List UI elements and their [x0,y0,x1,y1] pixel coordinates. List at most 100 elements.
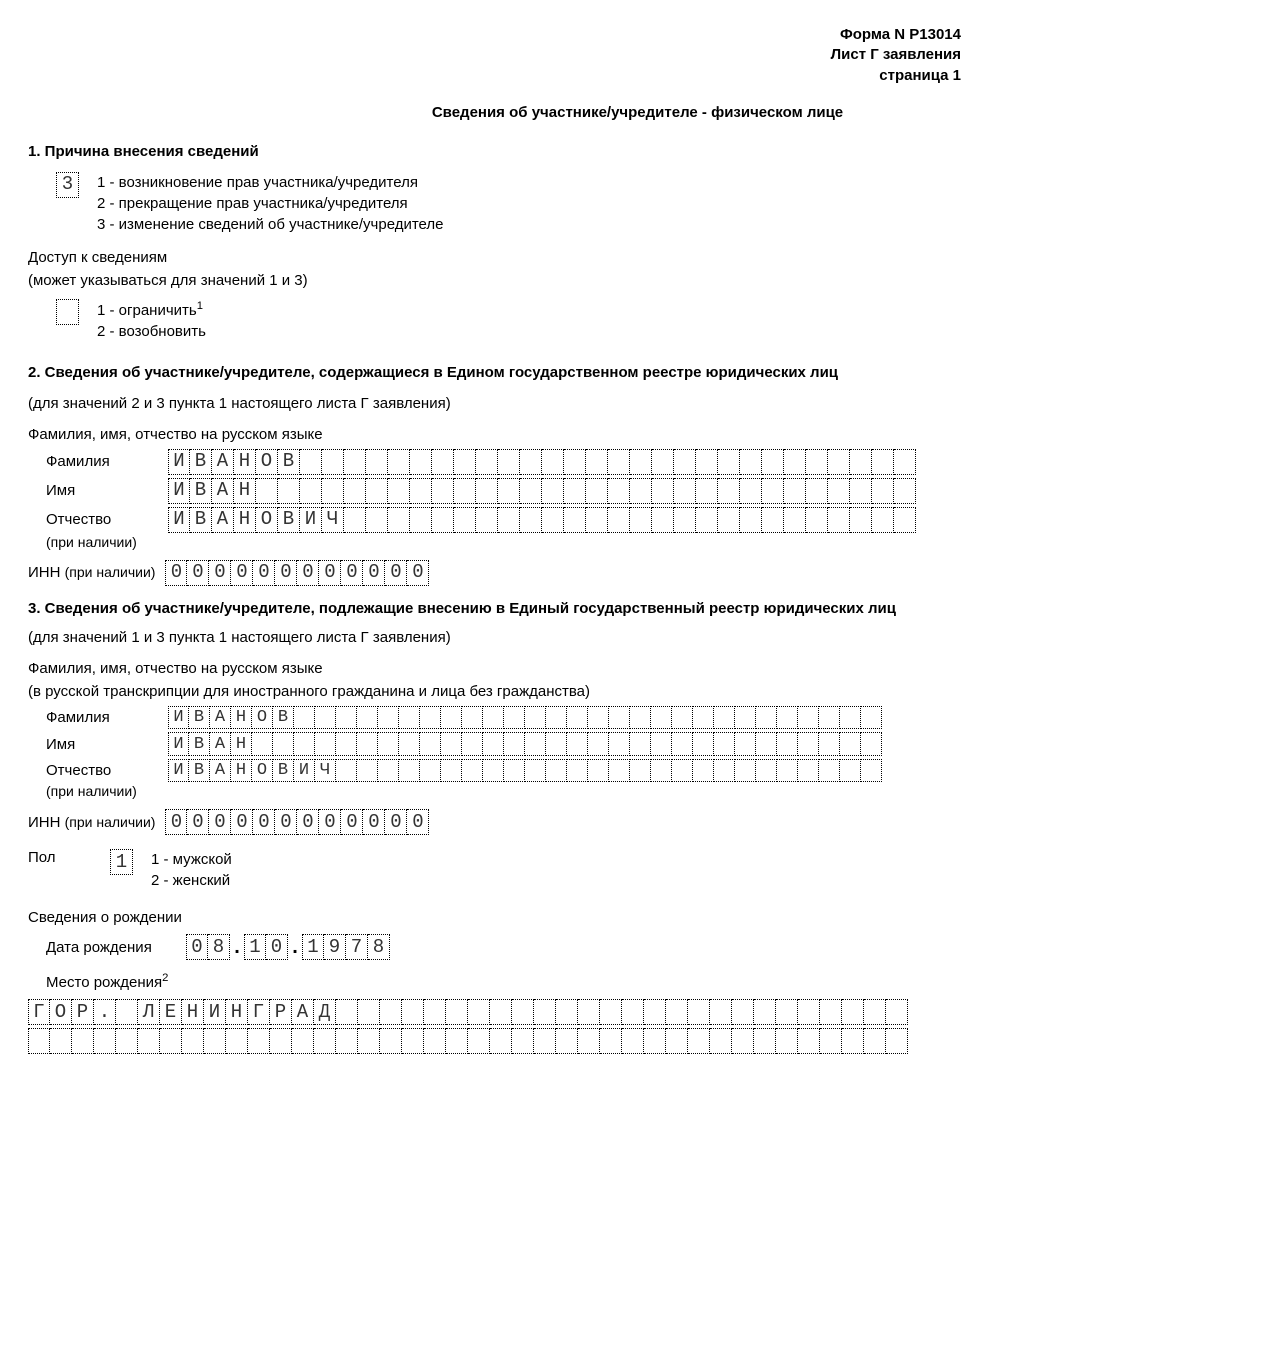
char-cell [116,1028,138,1054]
char-cell [564,507,586,533]
char-cell [672,706,693,730]
char-cell [357,706,378,730]
char-cell [651,732,672,756]
char-cell [388,507,410,533]
dob-month-cells[interactable]: 10 [244,934,288,960]
char-cell: И [168,449,190,475]
char-cell [410,507,432,533]
char-cell [410,478,432,504]
char-cell [798,706,819,730]
char-cell: И [204,999,226,1025]
char-cell: 0 [297,560,319,586]
char-cell [608,507,630,533]
char-cell: Ч [315,759,336,783]
char-cell [644,999,666,1025]
gender-code-cell[interactable]: 1 [110,849,133,875]
char-cell [622,999,644,1025]
char-cell [672,759,693,783]
char-cell [278,478,300,504]
s2-name-cells[interactable]: ИВАН [168,478,916,504]
char-cell [476,507,498,533]
birth-heading: Сведения о рождении [28,909,1247,926]
char-cell [542,449,564,475]
char-cell [399,732,420,756]
char-cell [674,449,696,475]
char-cell [378,706,399,730]
char-cell: Д [314,999,336,1025]
char-cell [72,1028,94,1054]
section2-note: (для значений 2 и 3 пункта 1 настоящего … [28,395,1247,412]
char-cell [567,732,588,756]
char-cell: 0 [341,560,363,586]
char-cell: А [210,706,231,730]
s3-inn-label: ИНН (при наличии) [28,814,155,831]
char-cell [292,1028,314,1054]
char-cell [806,449,828,475]
char-cell [344,478,366,504]
dob-day-cells[interactable]: 08 [186,934,230,960]
dob-year-cells[interactable]: 1978 [302,934,390,960]
char-cell [564,449,586,475]
char-cell [651,759,672,783]
section1-heading: 1. Причина внесения сведений [28,143,1247,160]
char-cell [798,999,820,1025]
char-cell [454,507,476,533]
char-cell [498,478,520,504]
char-cell [402,999,424,1025]
char-cell [762,478,784,504]
char-cell [894,449,916,475]
char-cell [630,759,651,783]
char-cell: О [256,507,278,533]
char-cell [270,1028,292,1054]
char-cell: Р [270,999,292,1025]
char-cell: В [190,449,212,475]
char-cell [777,759,798,783]
access-code-cell[interactable] [56,299,79,325]
char-cell [462,759,483,783]
char-cell [872,507,894,533]
char-cell [504,759,525,783]
s2-surname-label: Фамилия [46,453,168,470]
char-cell: 0 [297,809,319,835]
char-cell [718,478,740,504]
char-cell [718,507,740,533]
s3-surname-row: Фамилия ИВАНОВ [46,706,1247,730]
char-cell [380,1028,402,1054]
s2-patronymic-cells[interactable]: ИВАНОВИЧ [168,507,916,533]
access-legend-1-text: 1 - ограничить [97,302,197,319]
char-cell: И [168,507,190,533]
char-cell [688,999,710,1025]
char-cell: Г [248,999,270,1025]
char-cell [498,507,520,533]
char-cell [446,1028,468,1054]
s2-surname-cells[interactable]: ИВАНОВ [168,449,916,475]
s2-inn-cells[interactable]: 000000000000 [165,560,429,586]
pob-line2-cells[interactable] [28,1028,908,1054]
char-cell [652,507,674,533]
char-cell [609,706,630,730]
s3-patronymic-cells[interactable]: ИВАНОВИЧ [168,759,882,783]
char-cell [534,999,556,1025]
char-cell: И [300,507,322,533]
char-cell: 0 [186,934,208,960]
char-cell [842,1028,864,1054]
char-cell: В [189,759,210,783]
char-cell [776,999,798,1025]
reason-code-cell[interactable]: 3 [56,172,79,198]
s3-patronymic-sub: (при наличии) [46,783,168,799]
char-cell [693,759,714,783]
char-cell [714,732,735,756]
char-cell [652,478,674,504]
char-cell: И [168,732,189,756]
s3-name-label: Имя [46,736,168,753]
char-cell: 0 [407,809,429,835]
char-cell [498,449,520,475]
char-cell [399,759,420,783]
s3-name-row: Имя ИВАН [46,732,1247,756]
pob-line1-cells[interactable]: ГОР. ЛЕНИНГРАД [28,999,908,1025]
s3-name-cells[interactable]: ИВАН [168,732,882,756]
char-cell [784,478,806,504]
s3-inn-cells[interactable]: 000000000000 [165,809,429,835]
s3-surname-cells[interactable]: ИВАНОВ [168,706,882,730]
char-cell [622,1028,644,1054]
